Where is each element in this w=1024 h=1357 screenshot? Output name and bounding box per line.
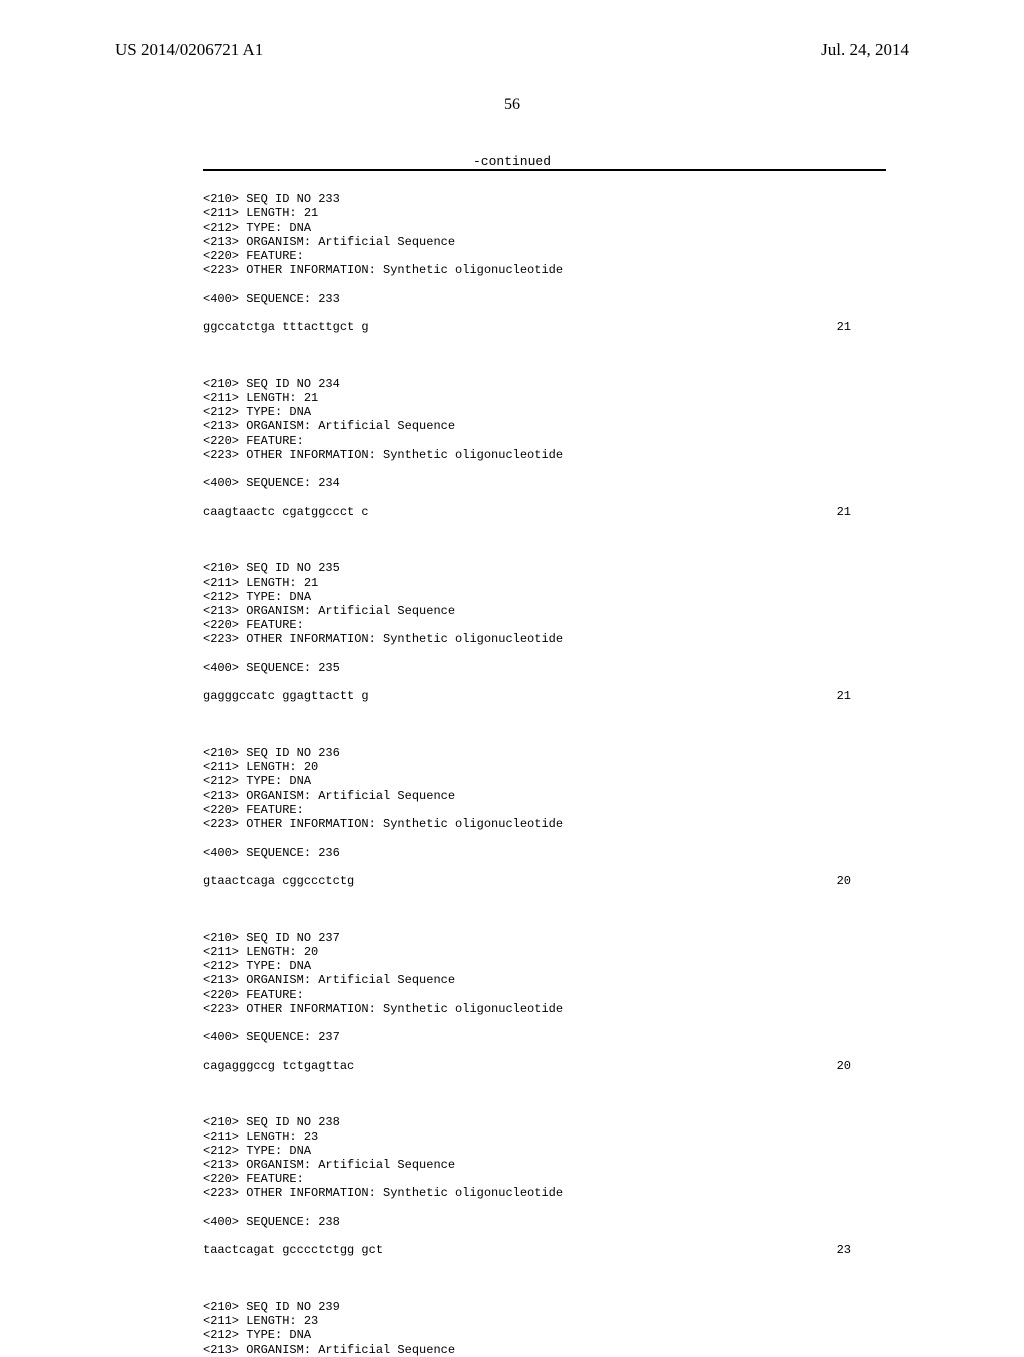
publication-date: Jul. 24, 2014 bbox=[821, 40, 909, 60]
sequence-row: cagagggccg tctgagttac20 bbox=[203, 1059, 886, 1073]
sequence-listing: <210> SEQ ID NO 233 <211> LENGTH: 21 <21… bbox=[203, 178, 886, 1357]
sequence-row: gagggccatc ggagttactt g21 bbox=[203, 689, 886, 703]
publication-number: US 2014/0206721 A1 bbox=[115, 40, 263, 60]
sequence-length: 20 bbox=[837, 874, 851, 888]
sequence-length: 23 bbox=[837, 1243, 851, 1257]
seq-block: <210> SEQ ID NO 235 <211> LENGTH: 21 <21… bbox=[203, 561, 886, 731]
seq-block-partial: <210> SEQ ID NO 239 <211> LENGTH: 23 <21… bbox=[203, 1300, 886, 1357]
sequence-length: 20 bbox=[837, 1059, 851, 1073]
seq-block: <210> SEQ ID NO 237 <211> LENGTH: 20 <21… bbox=[203, 931, 886, 1101]
seq-block: <210> SEQ ID NO 236 <211> LENGTH: 20 <21… bbox=[203, 746, 886, 916]
seq-block: <210> SEQ ID NO 238 <211> LENGTH: 23 <21… bbox=[203, 1115, 886, 1285]
section-rule bbox=[203, 169, 886, 171]
seq-block: <210> SEQ ID NO 233 <211> LENGTH: 21 <21… bbox=[203, 192, 886, 362]
sequence-length: 21 bbox=[837, 505, 851, 519]
sequence-row: taactcagat gcccctctgg gct23 bbox=[203, 1243, 886, 1257]
continued-label: -continued bbox=[0, 154, 1024, 169]
sequence-length: 21 bbox=[837, 320, 851, 334]
page-number: 56 bbox=[0, 96, 1024, 114]
sequence-row: ggccatctga tttacttgct g21 bbox=[203, 320, 886, 334]
sequence-row: caagtaactc cgatggccct c21 bbox=[203, 505, 886, 519]
sequence-row: gtaactcaga cggccctctg20 bbox=[203, 874, 886, 888]
seq-block: <210> SEQ ID NO 234 <211> LENGTH: 21 <21… bbox=[203, 377, 886, 547]
sequence-length: 21 bbox=[837, 689, 851, 703]
